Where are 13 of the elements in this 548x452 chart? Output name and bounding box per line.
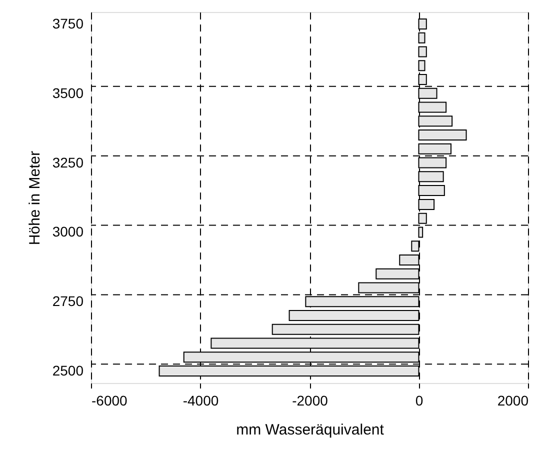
- y-tick-label: 3750: [52, 15, 84, 32]
- y-axis-title: Höhe in Meter: [26, 150, 44, 246]
- y-tick-label: 3250: [52, 154, 84, 170]
- x-tick-label: 0: [415, 392, 424, 408]
- y-tick-label: 2500: [52, 362, 84, 379]
- y-tick-label: 3500: [52, 84, 84, 101]
- x-axis-title: mm Wasseräquivalent: [236, 422, 385, 438]
- x-tick-label: -6000: [92, 392, 128, 408]
- y-tick-label: 3000: [52, 224, 84, 240]
- x-tick-label: 2000: [497, 392, 529, 408]
- y-tick-label: 2750: [52, 293, 84, 310]
- x-tick-label: -4000: [182, 392, 219, 408]
- x-tick-label: -2000: [292, 392, 328, 408]
